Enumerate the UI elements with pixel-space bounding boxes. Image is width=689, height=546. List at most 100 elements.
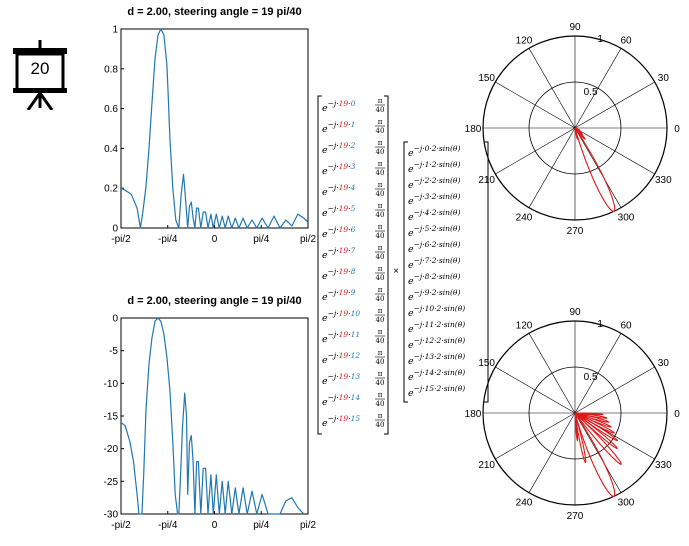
polar-radius-label: 0.5 — [584, 372, 598, 383]
polar-angle-label: 120 — [516, 36, 533, 47]
element-entry: e−j·14·2·sin(θ) — [408, 368, 465, 383]
fraction-denominator: 40 — [376, 295, 385, 303]
x-tick-label: -pi/4 — [158, 520, 178, 531]
polar-angle-label: 150 — [478, 73, 495, 84]
fraction-numerator: π — [378, 139, 383, 147]
polar-lobe-1 — [574, 127, 616, 212]
y-tick-label: -5 — [109, 346, 118, 357]
polar-angle-label: 210 — [478, 460, 495, 471]
y-tick-label: -10 — [104, 379, 119, 390]
fraction-denominator: 40 — [376, 232, 385, 240]
fraction-denominator: 40 — [376, 253, 385, 261]
steering-entry: e−j·19·7 — [322, 246, 356, 261]
polar-spoke — [574, 48, 622, 129]
polar-spoke — [495, 127, 576, 175]
y-tick-label: -30 — [104, 510, 119, 521]
polar-spoke — [528, 127, 576, 208]
fraction-numerator: π — [378, 265, 383, 273]
steering-entry: e−j·19·12 — [322, 351, 360, 366]
polar-spoke — [574, 81, 655, 129]
fraction-denominator: 40 — [376, 421, 385, 429]
y-tick-label: 0 — [112, 314, 118, 325]
steering-entry: e−j·19·5 — [322, 204, 356, 219]
polar-lobe-3 — [574, 412, 618, 450]
polar-spoke — [528, 48, 576, 129]
polar-angle-label: 180 — [465, 409, 482, 420]
polar-lobe-10 — [574, 412, 587, 464]
steering-entry: e−j·19·4 — [322, 183, 356, 198]
multiply-symbol: × — [393, 266, 399, 277]
fraction-numerator: π — [378, 370, 383, 378]
slide-number: 20 — [30, 59, 50, 78]
polar-angle-label: 300 — [618, 212, 635, 223]
fraction-numerator: π — [378, 97, 383, 105]
element-entry: e−j·13·2·sin(θ) — [408, 352, 465, 367]
polar-angle-label: 150 — [478, 358, 495, 369]
fraction-denominator: 40 — [376, 190, 385, 198]
polar-angle-label: 330 — [655, 460, 672, 471]
polar-spoke — [528, 333, 576, 414]
fraction-numerator: π — [378, 202, 383, 210]
polar-angle-label: 210 — [478, 175, 495, 186]
polar-angle-label: 300 — [618, 497, 635, 508]
polar-angle-label: 180 — [465, 124, 482, 135]
y-tick-label: 0 — [112, 224, 118, 235]
x-tick-label: pi/2 — [300, 520, 317, 531]
presentation-board-icon: 20 — [10, 40, 70, 111]
polar-lobe-1 — [574, 412, 616, 497]
polar-spoke — [495, 412, 576, 460]
x-tick-label: pi/2 — [300, 234, 317, 245]
steering-entry: e−j·19·2 — [322, 141, 356, 156]
fraction-denominator: 40 — [376, 400, 385, 408]
x-tick-label: 0 — [212, 520, 218, 531]
element-left-bracket — [403, 141, 408, 403]
y-tick-label: -20 — [104, 444, 119, 455]
steering-entry: e−j·19·11 — [322, 330, 360, 345]
polar-angle-label: 30 — [658, 73, 670, 84]
fraction-numerator: π — [378, 181, 383, 189]
polar-angle-label: 90 — [569, 307, 581, 318]
fraction-denominator: 40 — [376, 211, 385, 219]
steering-entry: e−j·19·1 — [322, 120, 355, 135]
element-entry: e−j·1·2·sin(θ) — [408, 160, 460, 175]
element-entry: e−j·5·2·sin(θ) — [408, 224, 460, 239]
fraction-numerator: π — [378, 349, 383, 357]
polar-angle-label: 0 — [674, 124, 680, 135]
y-tick-label: 0.8 — [104, 64, 118, 75]
steering-entry: e−j·19·6 — [322, 225, 356, 240]
steering-entry: e−j·19·13 — [322, 372, 360, 387]
fraction-numerator: π — [378, 118, 383, 126]
chart-title-1: d = 2.00, steering angle = 19 pi/40 — [127, 6, 301, 18]
steering-entry: e−j·19·15 — [322, 414, 360, 429]
polar-lobe-6 — [574, 127, 581, 132]
x-tick-label: pi/4 — [253, 234, 270, 245]
fraction-numerator: π — [378, 307, 383, 315]
polar-angle-label: 30 — [658, 358, 670, 369]
y-tick-label: 0.6 — [104, 104, 118, 115]
fraction-numerator: π — [378, 412, 383, 420]
element-entry: e−j·11·2·sin(θ) — [408, 320, 465, 335]
element-entry: e−j·12·2·sin(θ) — [408, 336, 465, 351]
steering-entry: e−j·19·3 — [322, 162, 356, 177]
element-entry: e−j·15·2·sin(θ) — [408, 384, 465, 399]
fraction-denominator: 40 — [376, 316, 385, 324]
polar-angle-label: 270 — [567, 511, 584, 522]
fraction-denominator: 40 — [376, 106, 385, 114]
chart-2-frame — [120, 317, 309, 515]
polar-angle-label: 60 — [620, 36, 632, 47]
x-tick-label: pi/4 — [253, 520, 270, 531]
polar-angle-label: 240 — [516, 497, 533, 508]
element-entry: e−j·2·2·sin(θ) — [408, 176, 460, 191]
fraction-denominator: 40 — [376, 148, 385, 156]
steering-entry: e−j·19·9 — [322, 288, 356, 303]
chart-2-series-line — [120, 317, 305, 515]
polar-spoke — [574, 366, 655, 414]
polar-spoke — [528, 412, 576, 493]
chart-1-series-line — [120, 28, 309, 229]
fraction-numerator: π — [378, 328, 383, 336]
polar-angle-label: 240 — [516, 212, 533, 223]
polar-spoke — [574, 412, 622, 493]
steering-entry: e−j·19·14 — [322, 393, 360, 408]
polar-spoke — [574, 127, 622, 208]
x-tick-label: 0 — [212, 234, 218, 245]
